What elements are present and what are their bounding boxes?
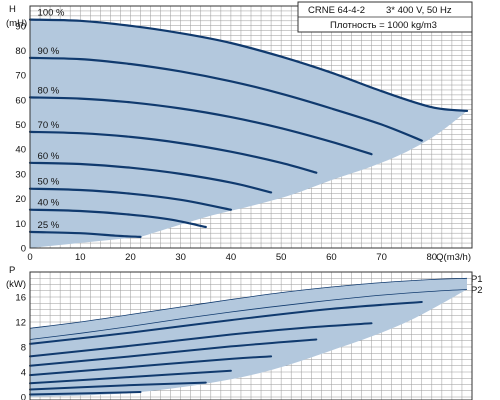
y-tick-label: 60 [15,95,26,106]
y-tick-label: 8 [21,343,26,354]
head-curve-40pct [28,208,207,229]
y-axis-label: H [9,4,16,15]
y-tick-label: 4 [21,368,26,379]
power-speed-curve [29,369,232,385]
y-tick-label: 0 [21,244,26,255]
head-flow-plot: 100 % 90 % 80 % 70 % 60 % 50 % 40 % 25 % 0 10 20 30… [6,4,473,263]
x-tick-label: 80 [427,252,438,263]
x-tick-label: 70 [376,252,387,263]
head-curve-25pct [28,230,142,238]
y-tick-label: 30 [15,169,26,180]
power-speed-curve [29,381,207,391]
y-tick-label: 16 [15,293,26,304]
y-tick-label: 20 [15,194,26,205]
speed-label: 80 % [38,85,60,96]
x-tick-label: 0 [27,252,32,263]
power-speed-curve [29,391,142,396]
x-tick-label: 60 [326,252,337,263]
legend-box: CRNE 64-4-2 3* 400 V, 50 Hz Плотность = … [297,1,473,33]
y-tick-label: 40 [15,145,26,156]
y-tick-label: 10 [15,219,26,230]
speed-label: 40 % [38,198,60,209]
plot-frame [29,5,473,249]
y-tick-label: 70 [15,71,26,82]
y-axis-label: P [9,265,15,276]
head-curve-80pct [28,96,373,156]
y-axis-unit: (mH) [6,18,27,29]
x-tick-label: 50 [276,252,287,263]
head-curve-100pct [28,18,469,112]
legend-density: Плотность = 1000 kg/m3 [330,20,437,31]
plot-frame [29,271,473,400]
legend-supply: 3* 400 V, 50 Hz [386,5,452,16]
speed-label: 90 % [38,46,60,57]
head-curve-50pct [28,187,232,211]
power-speed-curve [29,355,273,377]
x-axis-label: Q(m3/h) [436,252,471,263]
power-envelope [30,278,467,397]
x-tick-label: 10 [75,252,86,263]
y-tick-label: 0 [21,393,26,400]
y-tick-label: 50 [15,120,26,131]
head-curve-60pct [28,161,273,194]
operating-envelope [30,19,467,248]
power-series-label: P1 [471,274,483,285]
power-curve-p2 [29,289,468,340]
power-series-label: P2 [471,285,483,296]
speed-label: 70 % [38,120,60,131]
power-speed-curve [29,338,318,367]
speed-label: 50 % [38,177,60,188]
x-tick-label: 40 [226,252,237,263]
power-speed-curve [29,301,423,345]
power-curve-p1 [29,277,468,329]
x-tick-label: 20 [125,252,136,263]
y-tick-label: 90 [15,21,26,32]
speed-label: 60 % [38,151,60,162]
y-tick-label: 80 [15,46,26,57]
legend-model: CRNE 64-4-2 [308,5,365,16]
x-tick-label: 30 [175,252,186,263]
speed-label: 25 % [38,220,60,231]
y-tick-label: 12 [15,318,26,329]
speed-label: 100 % [38,8,65,19]
power-speed-curve [29,322,373,358]
y-axis-unit: (kW) [6,279,26,290]
head-curve-70pct [28,130,318,174]
head-curve-90pct [28,56,423,142]
